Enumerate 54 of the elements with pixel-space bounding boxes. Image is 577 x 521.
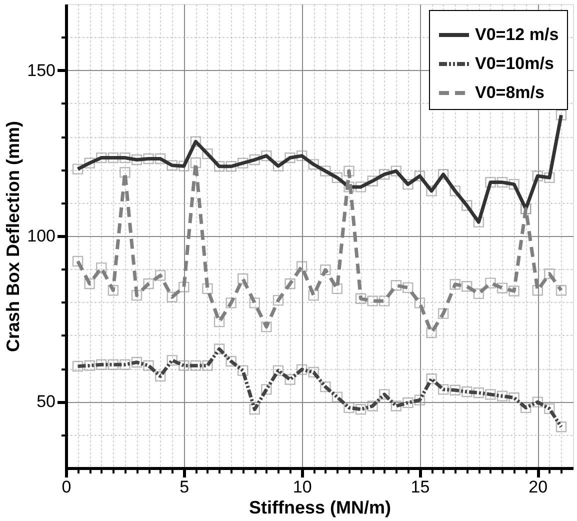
point <box>72 256 84 267</box>
x-tick-label: 15 <box>410 478 430 496</box>
point <box>355 293 366 304</box>
point <box>332 283 343 294</box>
point <box>120 167 130 178</box>
point <box>390 280 402 291</box>
point <box>226 298 236 308</box>
point <box>249 298 260 308</box>
point <box>308 290 319 301</box>
point <box>450 279 460 290</box>
point <box>272 294 284 306</box>
point <box>438 308 449 319</box>
x-axis-title: Stiffness (MN/m) <box>248 498 392 518</box>
point <box>108 285 119 296</box>
x-tick-label: 10 <box>292 478 312 496</box>
point <box>190 157 202 168</box>
point <box>556 285 567 296</box>
point <box>462 281 472 292</box>
point <box>473 288 484 300</box>
x-tick-label: 5 <box>180 478 190 496</box>
point <box>84 278 95 290</box>
point <box>496 282 508 294</box>
point <box>154 270 166 281</box>
legend-label: V0=10m/s <box>475 54 554 73</box>
x-tick-label: 0 <box>62 478 72 496</box>
y-axis-title: Crash Box Deflection (mm) <box>3 120 24 352</box>
point <box>261 321 272 332</box>
x-tick-label: 20 <box>528 478 548 496</box>
legend-label: V0=12 m/s <box>475 25 559 44</box>
point <box>426 327 437 338</box>
point <box>485 278 496 288</box>
y-tick-label: 150 <box>27 60 56 80</box>
y-tick-label: 50 <box>36 392 56 412</box>
point <box>367 296 378 306</box>
y-tick-label: 100 <box>27 226 56 246</box>
point <box>532 285 543 296</box>
point <box>296 261 308 272</box>
point <box>178 282 190 292</box>
point <box>96 262 107 274</box>
point <box>284 278 296 290</box>
point <box>544 268 555 280</box>
point <box>166 292 178 302</box>
point <box>344 166 354 176</box>
point <box>214 316 225 328</box>
point <box>202 283 213 294</box>
point <box>131 290 142 301</box>
point <box>320 264 331 276</box>
point <box>143 278 154 290</box>
point <box>238 273 248 284</box>
point <box>402 282 414 294</box>
point <box>379 296 390 306</box>
point <box>414 298 426 308</box>
legend-label: V0=8m/s <box>475 83 544 102</box>
point <box>508 286 520 296</box>
